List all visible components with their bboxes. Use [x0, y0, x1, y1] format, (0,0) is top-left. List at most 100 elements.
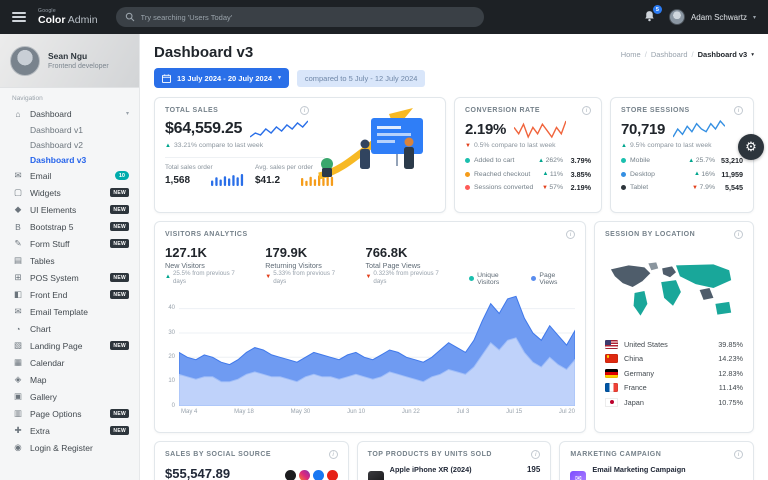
date-range-label: 13 July 2024 - 20 July 2024	[177, 73, 273, 83]
bootstrap-icon: B	[15, 221, 21, 232]
bullet-icon	[621, 185, 626, 190]
sidebar-item-email[interactable]: ✉ Email 10	[0, 167, 139, 184]
units-sold-value: 195	[526, 465, 541, 474]
legend-unique-visitors[interactable]: Unique Visitors	[469, 272, 522, 286]
theme-settings-button[interactable]: ⚙	[738, 134, 764, 160]
logo-small-text: Google	[38, 7, 56, 14]
page-title: Dashboard v3	[154, 44, 254, 61]
sidebar-item-chart[interactable]: ◔ Chart	[0, 320, 139, 337]
breadcrumb-home[interactable]: Home	[620, 50, 641, 59]
sidebar-item-widgets[interactable]: ▢ Widgets NEW	[0, 184, 139, 201]
bullet-icon	[621, 171, 626, 177]
orders-bars	[211, 174, 244, 186]
info-icon[interactable]	[734, 450, 744, 459]
info-icon[interactable]	[582, 106, 591, 115]
product-row: Apple iPhone XR (2024) $799.00 195 sold	[367, 465, 541, 480]
top-header: Google Color Admin 5 Adam Schwartz ▾	[0, 0, 768, 34]
widgets-icon: ▢	[13, 187, 23, 197]
y-axis-labels: 0 10 20 30 40	[168, 305, 175, 409]
metric-row: Desktop ▲ 16% 11,959	[621, 170, 743, 179]
sidebar: Sean Ngu Frontend developer Navigation ⌂…	[0, 34, 140, 480]
profile-role: Frontend developer	[48, 62, 109, 70]
user-menu[interactable]: Adam Schwartz ▾	[668, 9, 756, 25]
sidebar-item-ui-elements[interactable]: ◆ UI Elements NEW	[0, 201, 139, 218]
arrow-up-icon: ▲	[538, 157, 545, 164]
visitors-analytics-card: VISITORS ANALYTICS 127.1K New Visitors ▲…	[154, 221, 586, 433]
breadcrumb-dashboard[interactable]: Dashboard	[650, 50, 688, 59]
sidebar-item-tables[interactable]: ▤ Tables	[13, 255, 55, 266]
bullet-icon	[621, 158, 626, 163]
info-icon[interactable]	[531, 450, 541, 459]
sidebar-item-dashboard-v3[interactable]: Dashboard v3	[30, 154, 87, 165]
sidebar-item-pos-system[interactable]: ⊞ POS System NEW	[0, 269, 139, 286]
sidebar-item-landing-page[interactable]: ▧ Landing Page NEW	[0, 337, 139, 354]
sessions-sparkline	[673, 119, 726, 138]
country-row: Germany 12.83%	[605, 366, 743, 381]
sidebar-item-bootstrap5[interactable]: B Bootstrap 5 NEW	[0, 218, 139, 235]
chevron-down-icon: ▾	[125, 111, 129, 117]
arrow-up-icon: ▲	[542, 171, 549, 177]
sidebar-item-email-template[interactable]: ✉ Email Template	[14, 306, 88, 317]
sidebar-item-calendar[interactable]: ▦ Calendar	[13, 357, 65, 368]
social-source-icons	[284, 470, 338, 480]
app-logo[interactable]: Google Color Admin	[38, 7, 98, 26]
info-icon[interactable]	[734, 230, 743, 239]
card-title: STORE SESSIONS	[621, 107, 690, 114]
arrow-up-icon: ▲	[621, 142, 627, 149]
legend-page-views[interactable]: Page Views	[531, 272, 575, 286]
total-sales-value: $64,559.25	[165, 120, 243, 137]
lock-icon: ◉	[14, 442, 22, 452]
country-row: United States 39.85%	[605, 337, 743, 352]
product-name: Apple iPhone XR (2024)	[389, 465, 472, 474]
metric-row: Sessions converted ▼ 57% 2.19%	[465, 183, 591, 192]
info-icon[interactable]	[300, 106, 309, 115]
metric-row: Mobile ▲ 25.7% 53,210	[621, 156, 743, 165]
sidebar-item-form-stuff[interactable]: ✎ Form Stuff NEW	[0, 235, 139, 252]
main-content: Dashboard v3 Home / Dashboard / Dashboard …	[140, 34, 768, 480]
sidebar-item-dashboard-v2[interactable]: Dashboard v2	[30, 139, 83, 150]
table-icon: ▤	[13, 255, 23, 265]
logo-text: Color Admin	[38, 13, 98, 26]
sidebar-item-gallery[interactable]: ▣ Gallery	[13, 391, 57, 402]
sidebar-profile[interactable]: Sean Ngu Frontend developer	[0, 34, 139, 88]
chart-legend: Unique Visitors Page Views	[469, 272, 575, 286]
flag-france-icon	[605, 383, 618, 393]
bell-icon	[645, 11, 654, 22]
arrow-down-icon: ▼	[692, 184, 698, 191]
returning-visitors-stat: 179.9K Returning Visitors ▼ 5.33% from pr…	[265, 245, 336, 285]
country-row: France 11.14%	[605, 381, 743, 396]
landing-icon: ▧	[13, 340, 23, 350]
sidebar-item-page-options[interactable]: ▥ Page Options NEW	[0, 405, 139, 422]
profile-avatar	[10, 45, 40, 76]
sidebar-item-dashboard-v1[interactable]: Dashboard v1	[30, 124, 83, 135]
info-icon[interactable]	[734, 106, 743, 115]
campaign-name: Email Marketing Campaign	[592, 465, 686, 474]
gem-icon: ◆	[14, 204, 22, 214]
sidebar-item-map[interactable]: ◈ Map	[14, 374, 47, 385]
conversion-sparkline	[514, 120, 567, 139]
calendar-icon	[162, 73, 171, 83]
conversion-value: 2.19%	[465, 120, 507, 138]
notifications-button[interactable]: 5	[643, 5, 662, 25]
global-search	[115, 7, 484, 27]
info-icon[interactable]	[566, 230, 575, 239]
search-input[interactable]	[140, 12, 475, 22]
compare-range-label: compared to 5 July - 12 July 2024	[296, 69, 426, 87]
arrow-down-icon: ▼	[465, 142, 471, 149]
metric-row: Tablet ▼ 7.9% 5,545	[621, 183, 743, 192]
country-row: Japan 10.75%	[605, 395, 743, 410]
calendar-icon: ▦	[13, 357, 23, 367]
instagram-icon	[298, 470, 310, 480]
sidebar-item-login-register[interactable]: ◉ Login & Register	[14, 442, 93, 453]
bullet-icon	[465, 185, 470, 190]
sidebar-menu: ⌂ Dashboard ▾ Dashboard v1 Dashboard v2 …	[0, 105, 139, 456]
sidebar-item-dashboard[interactable]: ⌂ Dashboard ▾	[0, 105, 139, 122]
sidebar-item-front-end[interactable]: ◧ Front End NEW	[0, 286, 139, 303]
legend-dot	[469, 276, 475, 282]
menu-toggle-icon[interactable]	[12, 12, 26, 22]
date-range-picker[interactable]: 13 July 2024 - 20 July 2024 ▾	[154, 68, 289, 88]
info-icon[interactable]	[328, 450, 338, 459]
sidebar-item-extra[interactable]: ✚ Extra NEW	[0, 422, 139, 439]
email-template-icon: ✉	[14, 306, 22, 316]
search-icon	[125, 12, 134, 22]
